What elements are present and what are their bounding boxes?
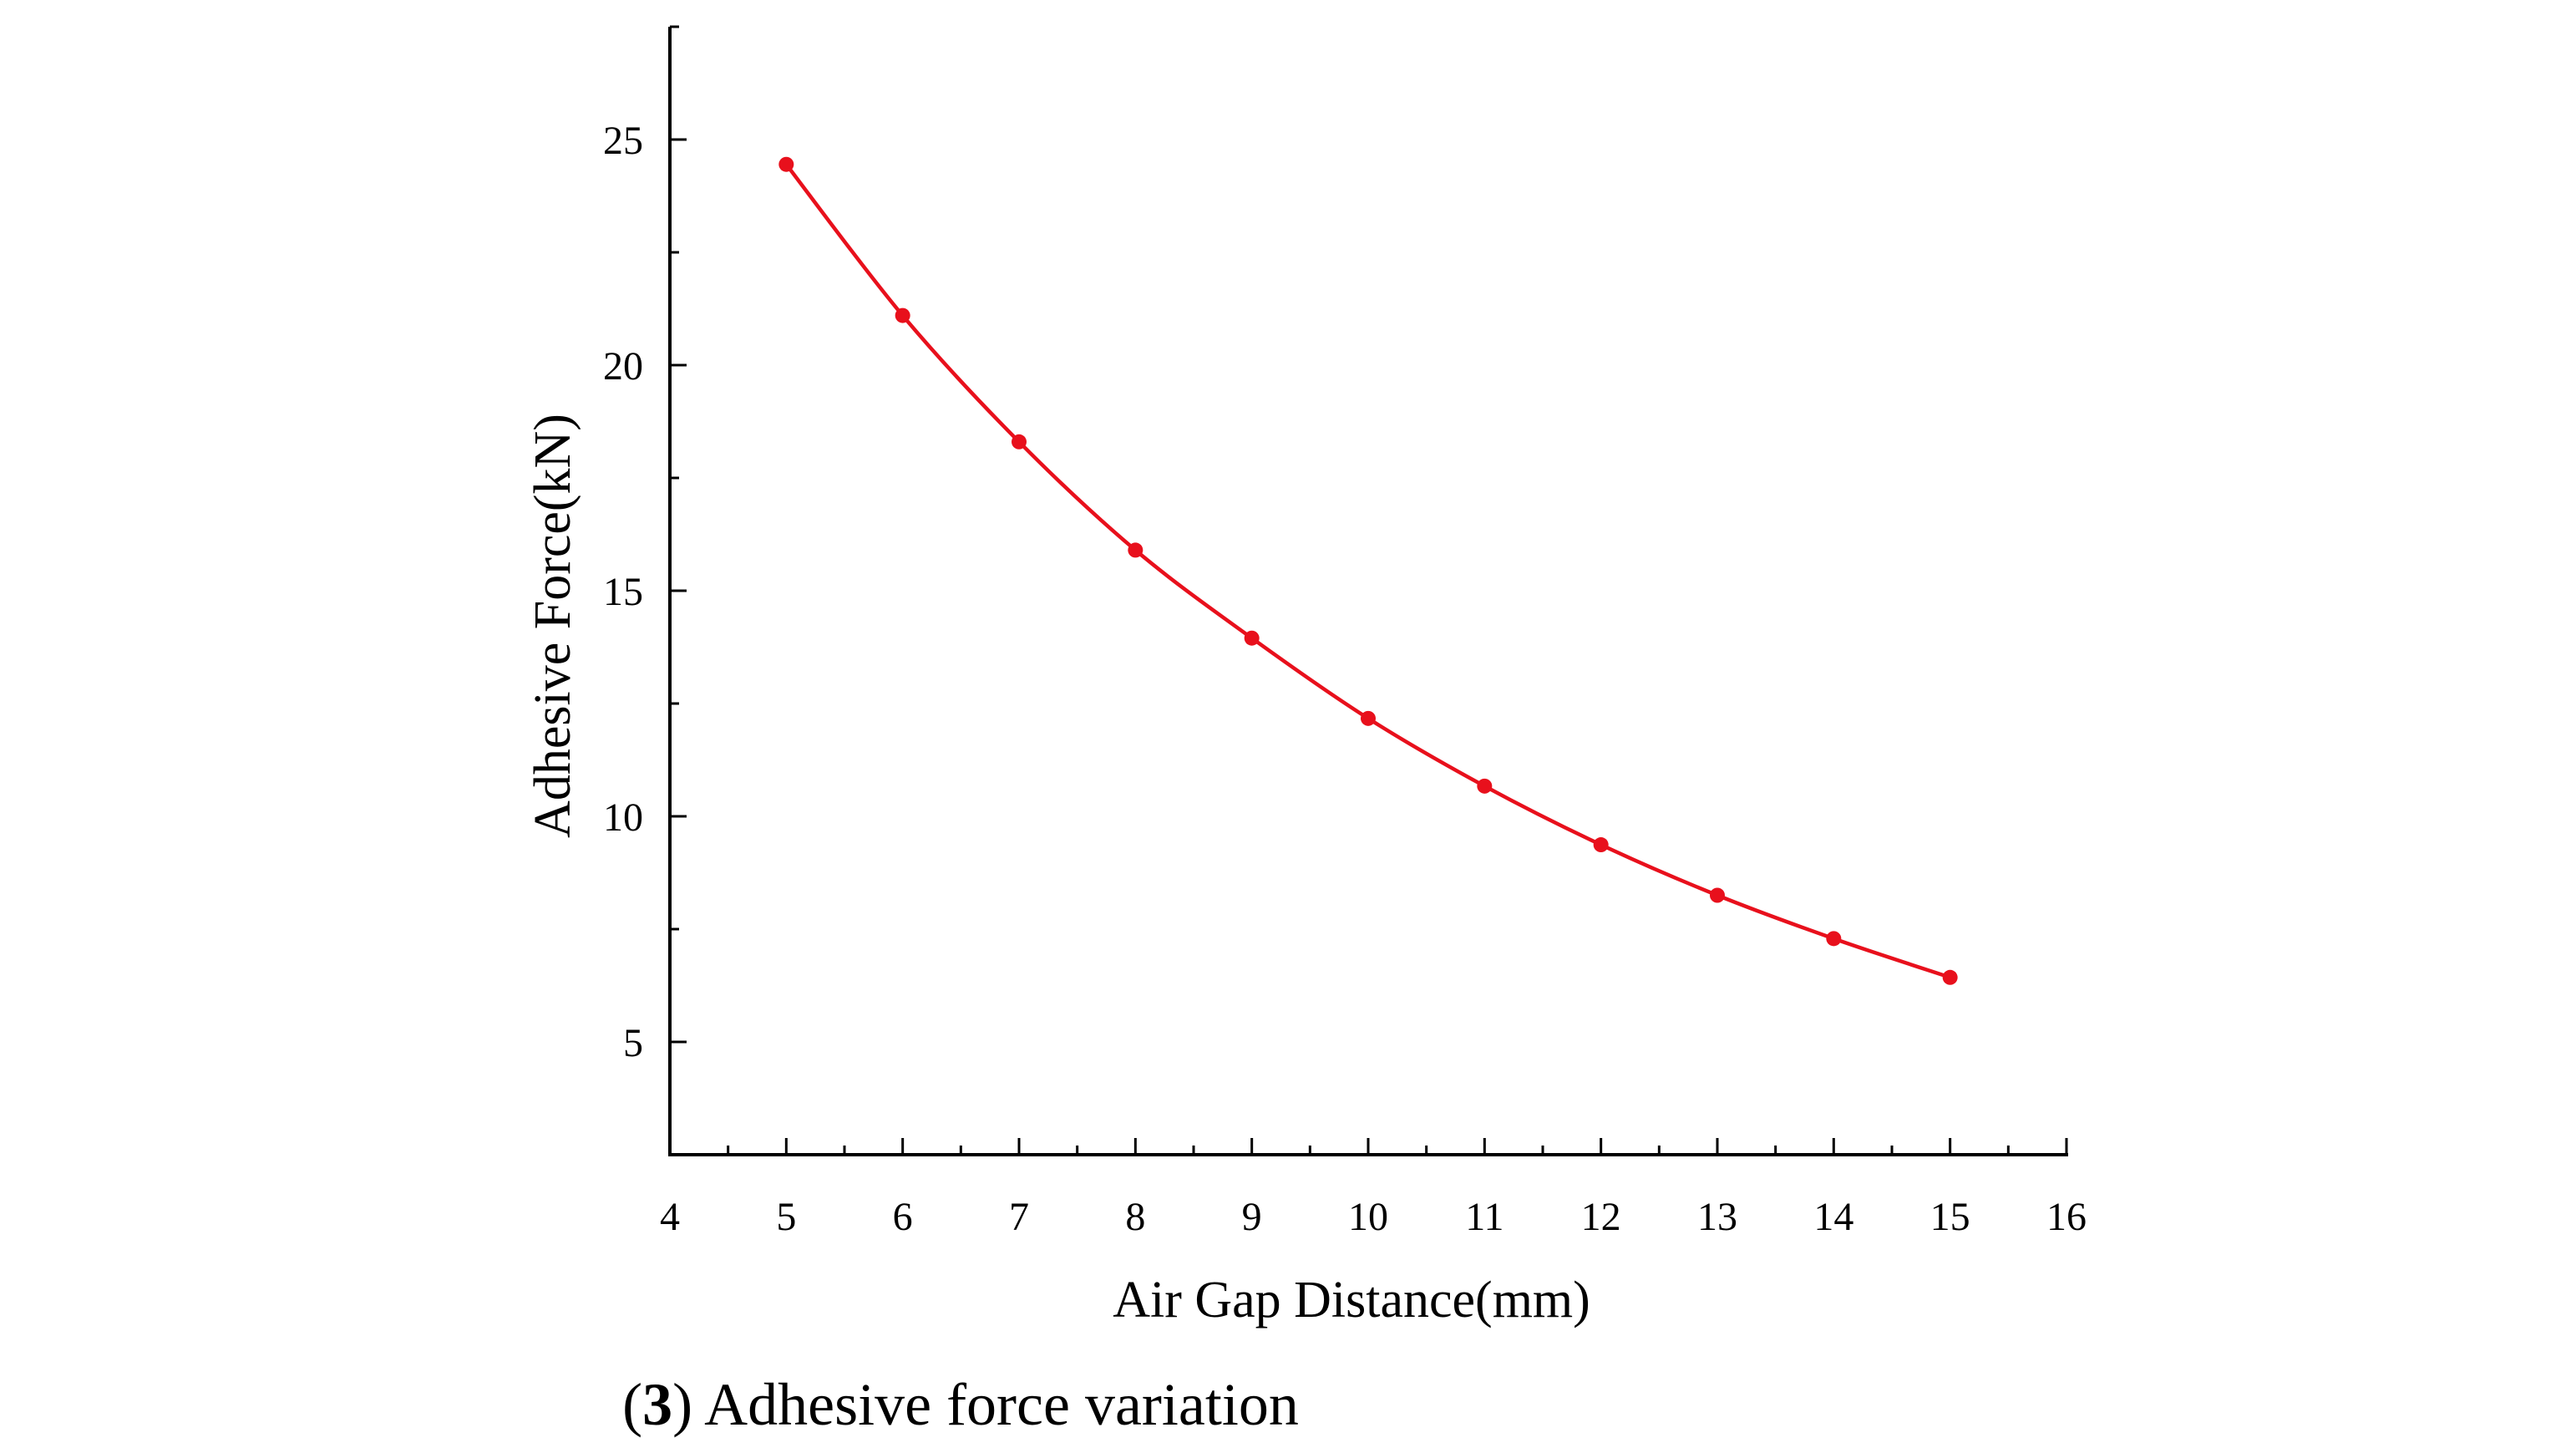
- axes: [668, 27, 2068, 1156]
- data-point: [1361, 710, 1376, 726]
- data-point: [1593, 837, 1609, 853]
- caption-close-paren: ): [672, 1371, 693, 1438]
- x-tick-label: 12: [1581, 1195, 1621, 1239]
- tick-marks: [668, 25, 2068, 1156]
- data-point: [778, 156, 794, 172]
- x-tick-label: 4: [660, 1195, 680, 1239]
- y-axis-title: Adhesive Force(kN): [525, 414, 581, 838]
- x-tick-label: 6: [893, 1195, 913, 1239]
- x-tick-label: 5: [776, 1195, 796, 1239]
- data-point: [1942, 969, 1958, 985]
- figure-caption: (3) Adhesive force variation: [0, 1370, 1921, 1440]
- data-point: [895, 307, 910, 323]
- x-tick-label: 15: [1930, 1195, 1970, 1239]
- caption-text: Adhesive force variation: [692, 1371, 1299, 1438]
- x-tick-label: 14: [1813, 1195, 1853, 1239]
- data-point: [1012, 434, 1027, 450]
- y-tick-label: 20: [603, 344, 643, 389]
- caption-number: 3: [642, 1371, 673, 1438]
- x-tick-label: 10: [1348, 1195, 1388, 1239]
- x-tick-label: 13: [1697, 1195, 1737, 1239]
- data-point: [1244, 630, 1260, 646]
- y-tick-label: 5: [623, 1021, 643, 1065]
- y-tick-label: 25: [603, 119, 643, 163]
- x-tick-label: 8: [1125, 1195, 1145, 1239]
- caption-open-paren: (: [622, 1371, 643, 1438]
- data-point: [1710, 887, 1725, 903]
- tick-labels: 4 5 6 7 8 9 10 11 12 13 14 15 16 5 10 15 20 25: [603, 119, 2087, 1239]
- x-tick-label: 9: [1242, 1195, 1262, 1239]
- data-point: [1826, 931, 1842, 947]
- y-tick-label: 10: [603, 795, 643, 840]
- x-tick-label: 7: [1009, 1195, 1029, 1239]
- series-line: [784, 163, 1951, 979]
- data-point: [1128, 542, 1143, 558]
- series: [778, 156, 1958, 985]
- x-tick-label: 16: [2046, 1195, 2087, 1239]
- x-axis-title: Air Gap Distance(mm): [1113, 1272, 1590, 1329]
- data-point: [1477, 778, 1493, 794]
- x-tick-label: 11: [1465, 1195, 1504, 1239]
- y-tick-label: 15: [603, 570, 643, 614]
- adhesive-force-chart: 4 5 6 7 8 9 10 11 12 13 14 15 16 5 10 15 20 25 Air Gap Di…: [525, 25, 2087, 1329]
